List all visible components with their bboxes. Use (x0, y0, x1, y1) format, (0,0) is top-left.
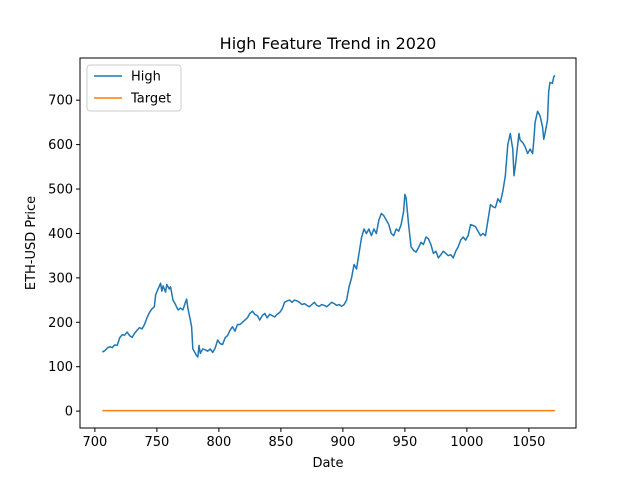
y-tick-label: 200 (48, 316, 73, 331)
y-tick-label: 300 (48, 271, 73, 286)
y-tick-label: 600 (48, 138, 73, 153)
x-tick-label: 900 (330, 435, 355, 450)
y-tick-label: 0 (65, 405, 73, 420)
x-axis-label: Date (312, 456, 343, 471)
x-tick-label: 700 (82, 435, 107, 450)
x-tick-label: 1050 (512, 435, 545, 450)
y-axis: 0 100 200 300 400 500 600 700 (48, 94, 80, 420)
y-tick-label: 100 (48, 360, 73, 375)
y-tick-label: 500 (48, 183, 73, 198)
x-tick-label: 800 (206, 435, 231, 450)
legend: High Target (86, 64, 182, 112)
series-line-high (101, 74, 556, 358)
x-tick-label: 950 (392, 435, 417, 450)
x-tick-label: 1000 (450, 435, 483, 450)
chart-title: High Feature Trend in 2020 (220, 34, 437, 53)
y-axis-label: ETH-USD Price (24, 196, 39, 290)
plot-frame (79, 57, 577, 429)
series-layer (101, 74, 556, 412)
legend-label-high: High (131, 70, 161, 85)
y-tick-label: 700 (48, 94, 73, 109)
x-axis: 700 750 800 850 900 950 1000 1050 (82, 428, 545, 450)
x-tick-label: 850 (268, 435, 293, 450)
legend-label-target: Target (130, 92, 171, 107)
y-tick-label: 400 (48, 227, 73, 242)
x-tick-label: 750 (144, 435, 169, 450)
